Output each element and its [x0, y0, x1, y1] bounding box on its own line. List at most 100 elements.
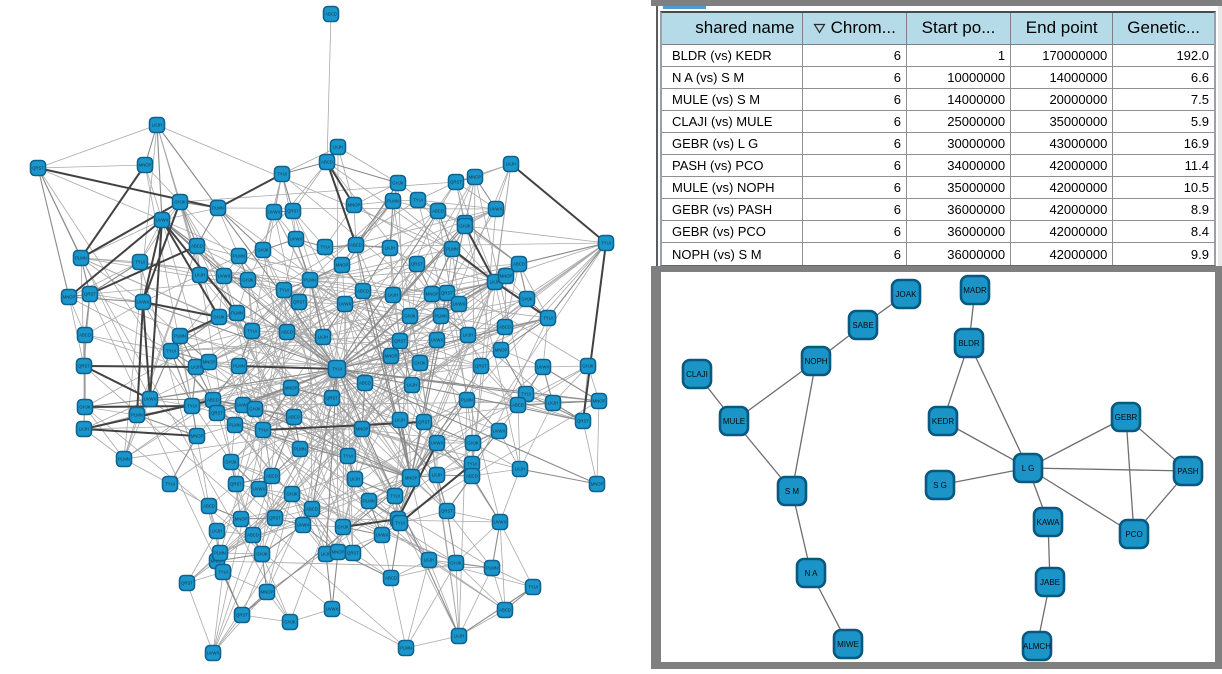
svg-text:MNOP: MNOP [235, 517, 248, 522]
svg-text:QRST: QRST [326, 396, 338, 401]
svg-text:TYUI: TYUI [395, 521, 405, 526]
svg-text:GHJK: GHJK [582, 364, 593, 369]
svg-text:LKJH: LKJH [388, 293, 398, 298]
svg-text:LKJH: LKJH [318, 335, 328, 340]
svg-text:LKJH: LKJH [385, 246, 395, 251]
svg-text:GHJK: GHJK [467, 441, 478, 446]
svg-text:TYUI: TYUI [279, 288, 289, 293]
svg-text:N A: N A [805, 569, 819, 578]
svg-text:MNOP: MNOP [426, 292, 439, 297]
svg-text:MNOP: MNOP [332, 550, 345, 555]
svg-text:PLMN: PLMN [304, 278, 316, 283]
svg-text:QRST: QRST [32, 166, 44, 171]
svg-text:NOPH: NOPH [804, 357, 827, 366]
svg-text:PLMN: PLMN [214, 551, 226, 556]
svg-text:LKJH: LKJH [490, 280, 500, 285]
svg-text:ABCD: ABCD [306, 507, 318, 512]
svg-text:LKJH: LKJH [515, 467, 525, 472]
svg-text:UVWX: UVWX [490, 207, 503, 212]
svg-text:QRST: QRST [450, 180, 462, 185]
svg-text:GEBR: GEBR [1115, 413, 1138, 422]
svg-text:QRST: QRST [236, 613, 248, 618]
svg-text:PLMN: PLMN [294, 447, 306, 452]
svg-text:UVWX: UVWX [326, 607, 339, 612]
svg-text:S M: S M [785, 487, 800, 496]
svg-text:MADR: MADR [963, 286, 987, 295]
svg-text:GHJK: GHJK [404, 314, 415, 319]
svg-text:QRST: QRST [441, 509, 453, 514]
svg-text:UVWX: UVWX [137, 300, 150, 305]
svg-text:MNOP: MNOP [261, 590, 274, 595]
svg-text:TYUI: TYUI [332, 367, 342, 372]
svg-text:GHJK: GHJK [459, 224, 470, 229]
svg-text:GHJK: GHJK [225, 460, 236, 465]
svg-text:MNOP: MNOP [348, 203, 361, 208]
svg-text:UVWX: UVWX [156, 218, 169, 223]
svg-text:GHJK: GHJK [286, 492, 297, 497]
svg-text:GHJK: GHJK [79, 405, 90, 410]
svg-text:ALMCH: ALMCH [1023, 642, 1051, 651]
svg-text:LKJH: LKJH [79, 427, 89, 432]
svg-text:LKJH: LKJH [506, 162, 516, 167]
svg-text:TYUI: TYUI [258, 428, 268, 433]
svg-text:QRST: QRST [269, 516, 281, 521]
svg-text:LKJH: LKJH [350, 477, 360, 482]
svg-text:ABCD: ABCD [325, 12, 337, 17]
svg-text:PLMN: PLMN [229, 423, 241, 428]
svg-text:GHJK: GHJK [257, 248, 268, 253]
svg-text:MNOP: MNOP [191, 434, 204, 439]
svg-text:TYUI: TYUI [135, 260, 145, 265]
svg-text:TYUI: TYUI [165, 482, 175, 487]
svg-text:JABE: JABE [1040, 578, 1060, 587]
svg-text:LKJH: LKJH [321, 552, 331, 557]
svg-text:LKJH: LKJH [333, 145, 343, 150]
svg-text:LKJH: LKJH [191, 365, 201, 370]
svg-text:TYUI: TYUI [320, 245, 330, 250]
svg-text:ABCD: ABCD [266, 474, 278, 479]
svg-text:ABCD: ABCD [466, 474, 478, 479]
svg-text:GHJK: GHJK [256, 552, 267, 557]
svg-text:MNOP: MNOP [495, 348, 508, 353]
svg-text:MNOP: MNOP [63, 295, 76, 300]
svg-text:GHJK: GHJK [337, 525, 348, 530]
svg-text:UVWX: UVWX [494, 520, 507, 525]
svg-text:MNOP: MNOP [203, 360, 216, 365]
svg-text:MNOP: MNOP [591, 482, 604, 487]
svg-text:LKJH: LKJH [212, 529, 222, 534]
svg-text:GHJK: GHJK [174, 200, 185, 205]
svg-text:MNOP: MNOP [356, 427, 369, 432]
svg-text:TYUI: TYUI [343, 454, 353, 459]
svg-text:QRST: QRST [411, 262, 423, 267]
svg-text:PLMN: PLMN [233, 364, 245, 369]
svg-text:TYUI: TYUI [166, 349, 176, 354]
svg-text:ABCD: ABCD [499, 325, 511, 330]
svg-text:QRST: QRST [211, 411, 223, 416]
svg-text:MNOP: MNOP [385, 354, 398, 359]
svg-text:QRST: QRST [418, 420, 430, 425]
svg-text:MIWE: MIWE [837, 640, 859, 649]
svg-text:ABCD: ABCD [357, 289, 369, 294]
svg-text:ABCD: ABCD [513, 262, 525, 267]
svg-text:ABCD: ABCD [321, 160, 333, 165]
svg-text:LKJH: LKJH [454, 634, 464, 639]
svg-text:UVWX: UVWX [297, 523, 310, 528]
svg-text:PLMN: PLMN [231, 311, 243, 316]
svg-text:PLMN: PLMN [400, 646, 412, 651]
svg-text:QRST: QRST [78, 364, 90, 369]
svg-text:TYUI: TYUI [521, 392, 531, 397]
svg-text:KAWA: KAWA [1037, 518, 1061, 527]
svg-text:TYUI: TYUI [528, 585, 538, 590]
svg-text:ABCD: ABCD [359, 381, 371, 386]
svg-text:MNOP: MNOP [500, 274, 513, 279]
svg-text:UVWX: UVWX [431, 338, 444, 343]
svg-text:UVWX: UVWX [339, 302, 352, 307]
svg-text:ABCD: ABCD [247, 533, 259, 538]
svg-text:QRST: QRST [347, 551, 359, 556]
svg-text:UVWX: UVWX [207, 651, 220, 656]
svg-text:UVWX: UVWX [493, 429, 506, 434]
svg-text:PLMN: PLMN [446, 247, 458, 252]
svg-text:GHJK: GHJK [392, 181, 403, 186]
svg-text:GHJK: GHJK [213, 315, 224, 320]
svg-text:LKJH: LKJH [395, 418, 405, 423]
svg-text:SABE: SABE [852, 321, 873, 330]
